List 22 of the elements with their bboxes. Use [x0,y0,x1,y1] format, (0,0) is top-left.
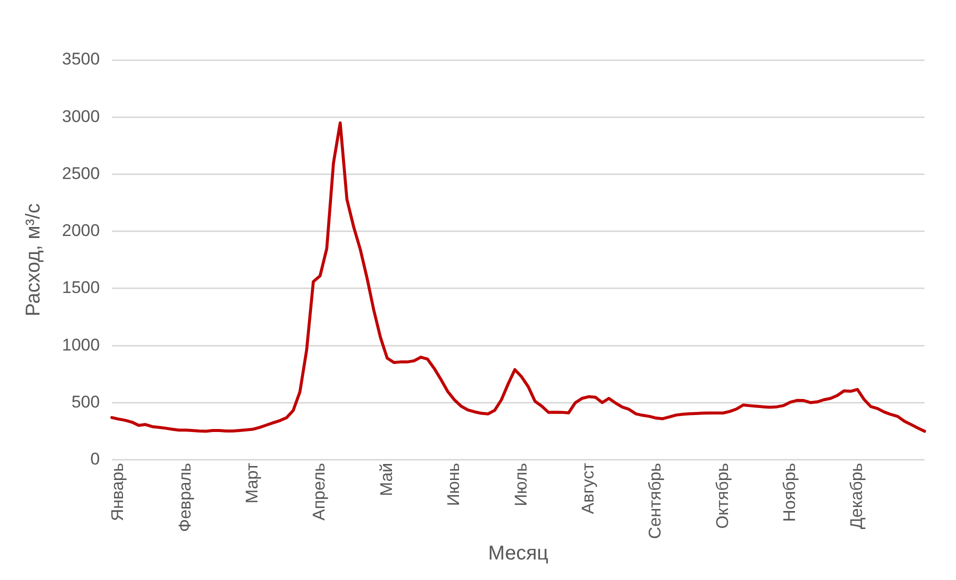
x-tick-label: Сентябрь [646,462,665,540]
x-tick-label: Май [376,462,396,496]
y-tick-label: 1000 [62,335,100,354]
x-tick-label: Январь [108,462,128,522]
x-tick-label: Февраль [175,462,194,532]
y-tick-label: 500 [71,392,100,412]
y-tick-label: 3000 [62,106,100,126]
y-tick-label: 3500 [62,50,100,69]
x-tick-label: Июнь [444,462,464,506]
x-tick-label: Апрель [310,462,329,521]
x-tick-label: Март [242,462,262,504]
x-tick-label: Ноябрь [780,462,799,522]
y-tick-label: 2000 [62,221,100,240]
x-tick-label: Декабрь [847,462,866,530]
y-tick-label: 1500 [62,278,100,298]
x-axis-title: Месяц [488,542,548,565]
y-tick-label: 0 [90,450,100,469]
x-tick-label: Август [578,462,598,514]
y-tick-label: 2500 [62,164,100,183]
x-tick-label: Июль [511,462,530,506]
x-tick-label: Октябрь [712,462,732,529]
y-axis-title: Расход, м³/с [22,203,45,316]
